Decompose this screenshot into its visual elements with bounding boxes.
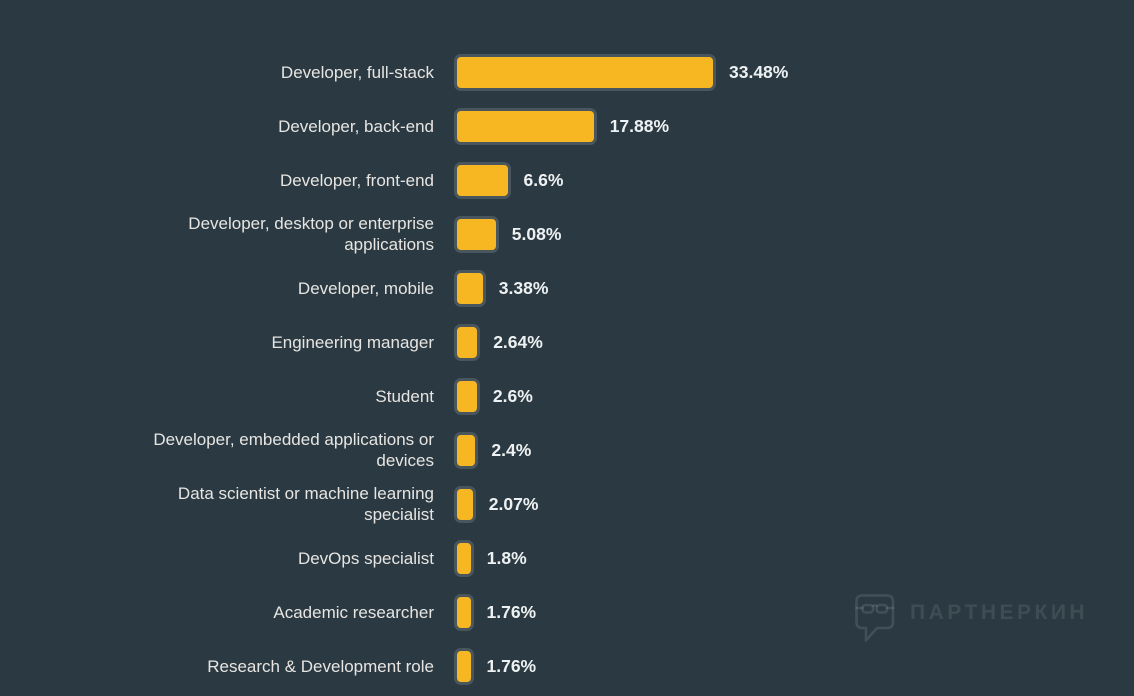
category-label: Developer, mobile bbox=[297, 278, 434, 298]
bar bbox=[454, 107, 597, 145]
value-label: 2.07% bbox=[488, 493, 539, 514]
bar bbox=[454, 377, 480, 415]
bar-row: Student 2.6% bbox=[0, 369, 1134, 423]
category-label: Academic researcher bbox=[273, 602, 434, 622]
bar-row: Developer, back-end 17.88% bbox=[0, 99, 1134, 153]
bar-row: Research & Development role 1.76% bbox=[0, 639, 1134, 693]
bar bbox=[454, 161, 511, 199]
category-label: DevOps specialist bbox=[297, 548, 434, 568]
category-label: Developer, full-stack bbox=[280, 62, 434, 82]
bar bbox=[454, 269, 486, 307]
bar-row: Engineering manager 2.64% bbox=[0, 315, 1134, 369]
bar-row: DevOps specialist 1.8% bbox=[0, 531, 1134, 585]
value-label: 33.48% bbox=[729, 61, 789, 82]
value-label: 17.88% bbox=[609, 115, 670, 136]
bar bbox=[454, 53, 716, 91]
category-label: Data scientist or machine learning speci… bbox=[177, 484, 434, 524]
value-label: 2.6% bbox=[492, 385, 533, 406]
value-label: 1.76% bbox=[486, 655, 537, 676]
bar bbox=[454, 323, 481, 361]
category-label: Developer, front-end bbox=[279, 170, 434, 190]
bar bbox=[454, 647, 474, 685]
bar-row: Developer, embedded applications or devi… bbox=[0, 423, 1134, 477]
category-label: Student bbox=[375, 386, 434, 406]
bar-row: Academic researcher 1.76% bbox=[0, 585, 1134, 639]
category-label: Developer, back-end bbox=[278, 116, 434, 136]
value-label: 6.6% bbox=[523, 169, 564, 190]
bar bbox=[454, 539, 474, 577]
value-label: 3.38% bbox=[498, 277, 549, 298]
category-label: Developer, desktop or enterprise applica… bbox=[188, 214, 434, 254]
bar-row: Developer, full-stack 33.48% bbox=[0, 45, 1134, 99]
bar bbox=[454, 215, 499, 253]
value-label: 5.08% bbox=[511, 223, 562, 244]
category-label: Research & Development role bbox=[207, 656, 434, 676]
bar-row: Data scientist or machine learning speci… bbox=[0, 477, 1134, 531]
value-label: 2.64% bbox=[493, 331, 543, 352]
value-label: 1.8% bbox=[486, 547, 527, 568]
category-label: Engineering manager bbox=[271, 332, 434, 352]
value-label: 2.4% bbox=[491, 439, 532, 460]
category-label: Developer, embedded applications or devi… bbox=[153, 430, 434, 470]
bar bbox=[454, 485, 476, 523]
value-label: 1.76% bbox=[486, 601, 537, 622]
bar-row: Developer, mobile 3.38% bbox=[0, 261, 1134, 315]
bar-row: Developer, desktop or enterprise applica… bbox=[0, 207, 1134, 261]
bar bbox=[454, 431, 479, 469]
bar-row: Developer, front-end 6.6% bbox=[0, 153, 1134, 207]
bar bbox=[454, 593, 474, 631]
